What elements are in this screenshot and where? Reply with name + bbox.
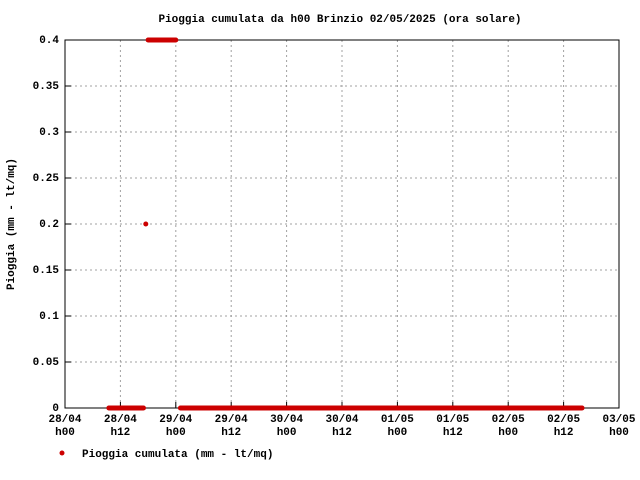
x-tick-label: 02/05 h00 — [491, 414, 525, 439]
x-tick-label: 28/04 h12 — [103, 414, 137, 439]
x-tick-label: 01/05 h12 — [436, 414, 470, 439]
legend-marker — [59, 450, 65, 456]
y-tick-label: 0.4 — [39, 35, 59, 47]
y-tick-label: 0.05 — [33, 357, 60, 369]
x-tick-label: 29/04 h00 — [159, 414, 193, 439]
y-tick-label: 0.1 — [39, 311, 59, 323]
x-tick-label: 03/05 h00 — [602, 414, 636, 439]
x-tick-label: 29/04 h12 — [214, 414, 248, 439]
y-tick-label: 0.25 — [33, 173, 60, 185]
legend-label: Pioggia cumulata (mm - lt/mq) — [82, 449, 273, 461]
y-tick-label: 0.3 — [39, 127, 59, 139]
x-tick-label: 28/04 h00 — [48, 414, 82, 439]
x-tick-label: 30/04 h00 — [270, 414, 304, 439]
y-tick-label: 0.2 — [39, 219, 59, 231]
chart-title: Pioggia cumulata da h00 Brinzio 02/05/20… — [158, 14, 521, 26]
x-tick-label: 01/05 h00 — [380, 414, 414, 439]
y-tick-label: 0.15 — [33, 265, 60, 277]
y-tick-label: 0.35 — [33, 81, 60, 93]
x-tick-label: 02/05 h12 — [547, 414, 581, 439]
y-axis-label: Pioggia (mm - lt/mq) — [6, 158, 18, 290]
x-tick-label: 30/04 h12 — [325, 414, 359, 439]
y-tick-label: 0 — [52, 403, 59, 415]
